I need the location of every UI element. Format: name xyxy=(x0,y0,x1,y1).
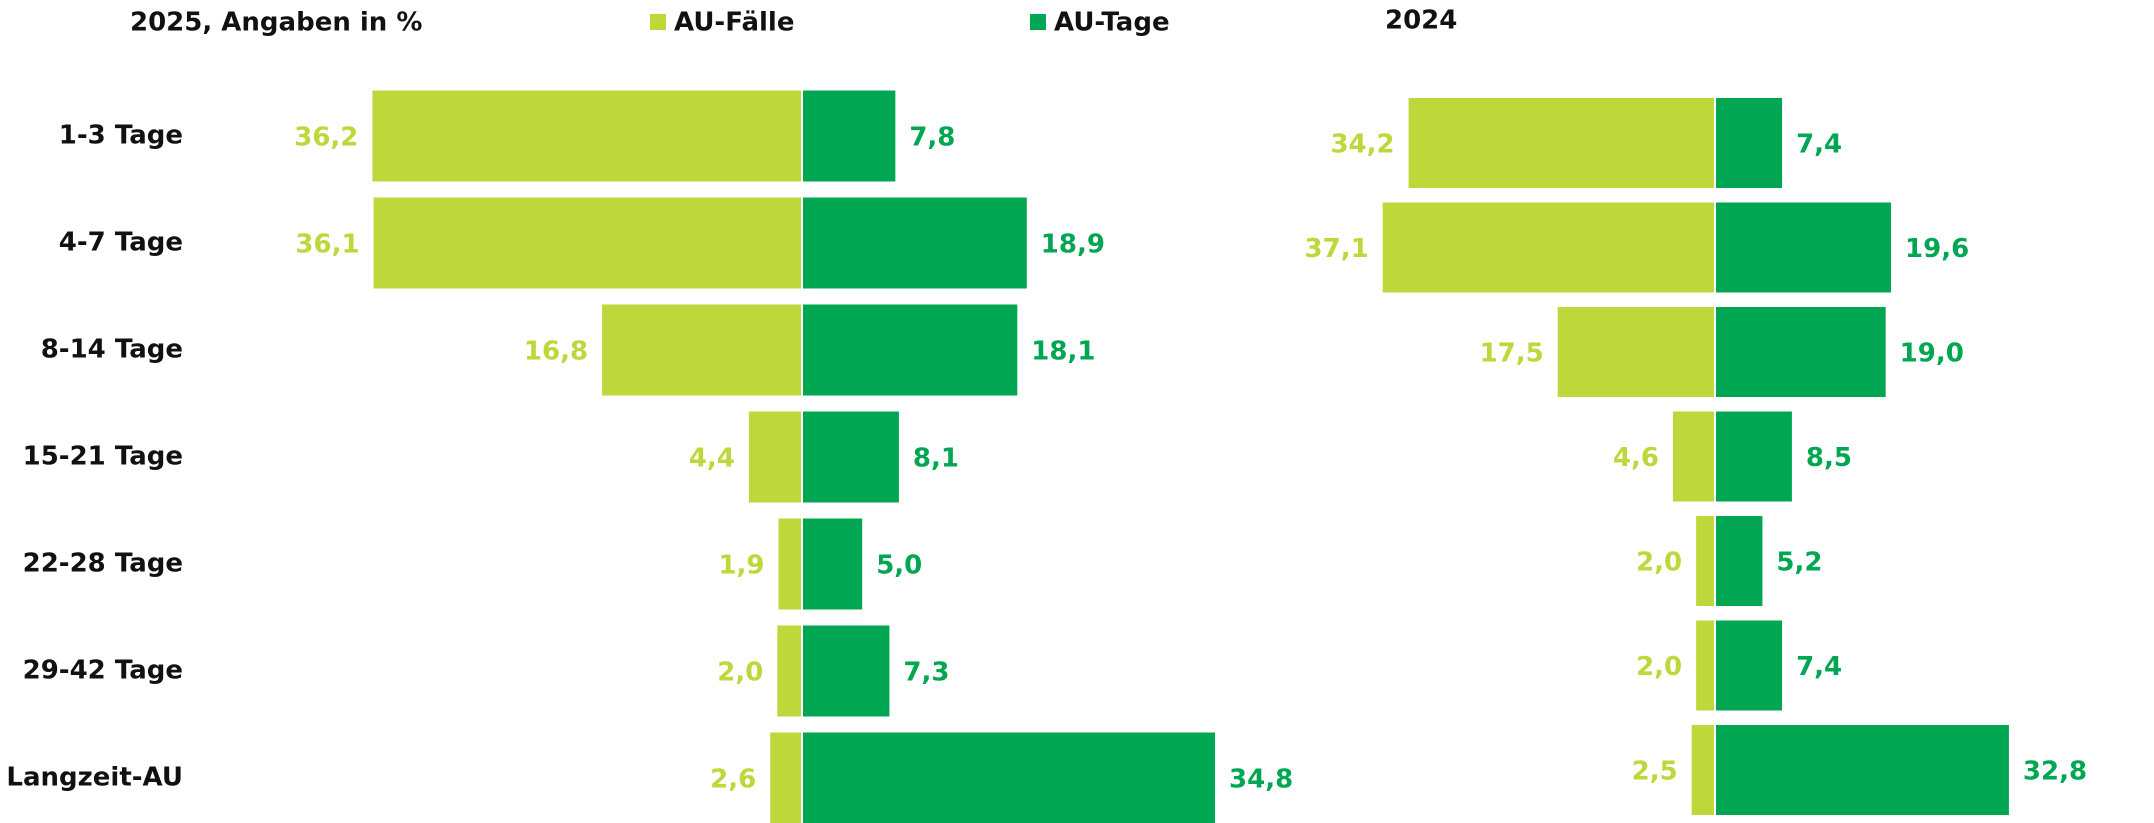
bar xyxy=(1716,202,1892,293)
bar xyxy=(803,304,1018,396)
value-label: 8,5 xyxy=(1806,443,1852,473)
bar xyxy=(803,197,1027,289)
chart-title: 2025, Angaben in % xyxy=(130,8,422,38)
bar xyxy=(803,732,1216,823)
bar xyxy=(803,518,863,610)
bar xyxy=(1716,620,1783,711)
value-label: 5,2 xyxy=(1776,548,1822,578)
value-label: 34,8 xyxy=(1229,765,1293,795)
value-label: 36,2 xyxy=(294,123,358,153)
bar xyxy=(372,90,801,182)
category-label: 15-21 Tage xyxy=(23,442,183,472)
category-label: 1-3 Tage xyxy=(59,121,183,151)
bar xyxy=(1408,98,1714,188)
bar xyxy=(1382,202,1714,293)
value-label: 2,0 xyxy=(717,658,763,688)
category-label: Langzeit-AU xyxy=(6,763,183,793)
value-label: 4,4 xyxy=(689,444,735,474)
value-label: 8,1 xyxy=(913,444,959,474)
bar xyxy=(1716,725,2009,815)
value-label: 7,8 xyxy=(909,123,955,153)
bar xyxy=(373,197,801,289)
value-label: 5,0 xyxy=(876,551,922,581)
bar xyxy=(1716,98,1783,188)
value-label: 18,1 xyxy=(1031,337,1095,367)
bar xyxy=(777,625,801,717)
value-label: 2,5 xyxy=(1632,757,1678,787)
category-label: 29-42 Tage xyxy=(23,656,183,686)
legend-swatch xyxy=(1030,14,1046,30)
category-label: 22-28 Tage xyxy=(23,549,183,579)
bar xyxy=(1716,411,1792,502)
legend-label: AU-Fälle xyxy=(674,8,794,38)
bar xyxy=(1557,307,1714,397)
value-label: 2,6 xyxy=(710,765,756,795)
bar xyxy=(1696,516,1714,606)
value-label: 18,9 xyxy=(1041,230,1105,260)
value-label: 17,5 xyxy=(1480,339,1544,369)
bar xyxy=(1716,516,1763,606)
bar xyxy=(1672,411,1714,502)
legend-swatch xyxy=(650,14,666,30)
bar xyxy=(803,90,896,182)
category-label: 4-7 Tage xyxy=(59,228,183,258)
value-label: 32,8 xyxy=(2023,757,2087,787)
bar xyxy=(602,304,801,396)
bar xyxy=(1716,307,1886,397)
bar xyxy=(803,411,899,503)
value-label: 34,2 xyxy=(1330,130,1394,160)
value-label: 2,0 xyxy=(1636,652,1682,682)
value-label: 36,1 xyxy=(295,230,359,260)
bar xyxy=(1691,725,1714,815)
value-label: 19,6 xyxy=(1905,234,1969,264)
value-label: 4,6 xyxy=(1613,443,1659,473)
bar xyxy=(803,625,890,717)
bar xyxy=(1696,620,1714,711)
value-label: 37,1 xyxy=(1305,234,1369,264)
bar xyxy=(778,518,801,610)
value-label: 7,3 xyxy=(903,658,949,688)
category-label: 8-14 Tage xyxy=(41,335,183,365)
value-label: 16,8 xyxy=(524,337,588,367)
value-label: 7,4 xyxy=(1796,130,1842,160)
chart-title: 2024 xyxy=(1385,6,1457,36)
value-label: 7,4 xyxy=(1796,652,1842,682)
value-label: 1,9 xyxy=(718,551,764,581)
bar xyxy=(770,732,801,823)
value-label: 2,0 xyxy=(1636,548,1682,578)
bar xyxy=(748,411,801,503)
value-label: 19,0 xyxy=(1900,339,1964,369)
legend-label: AU-Tage xyxy=(1054,8,1170,38)
